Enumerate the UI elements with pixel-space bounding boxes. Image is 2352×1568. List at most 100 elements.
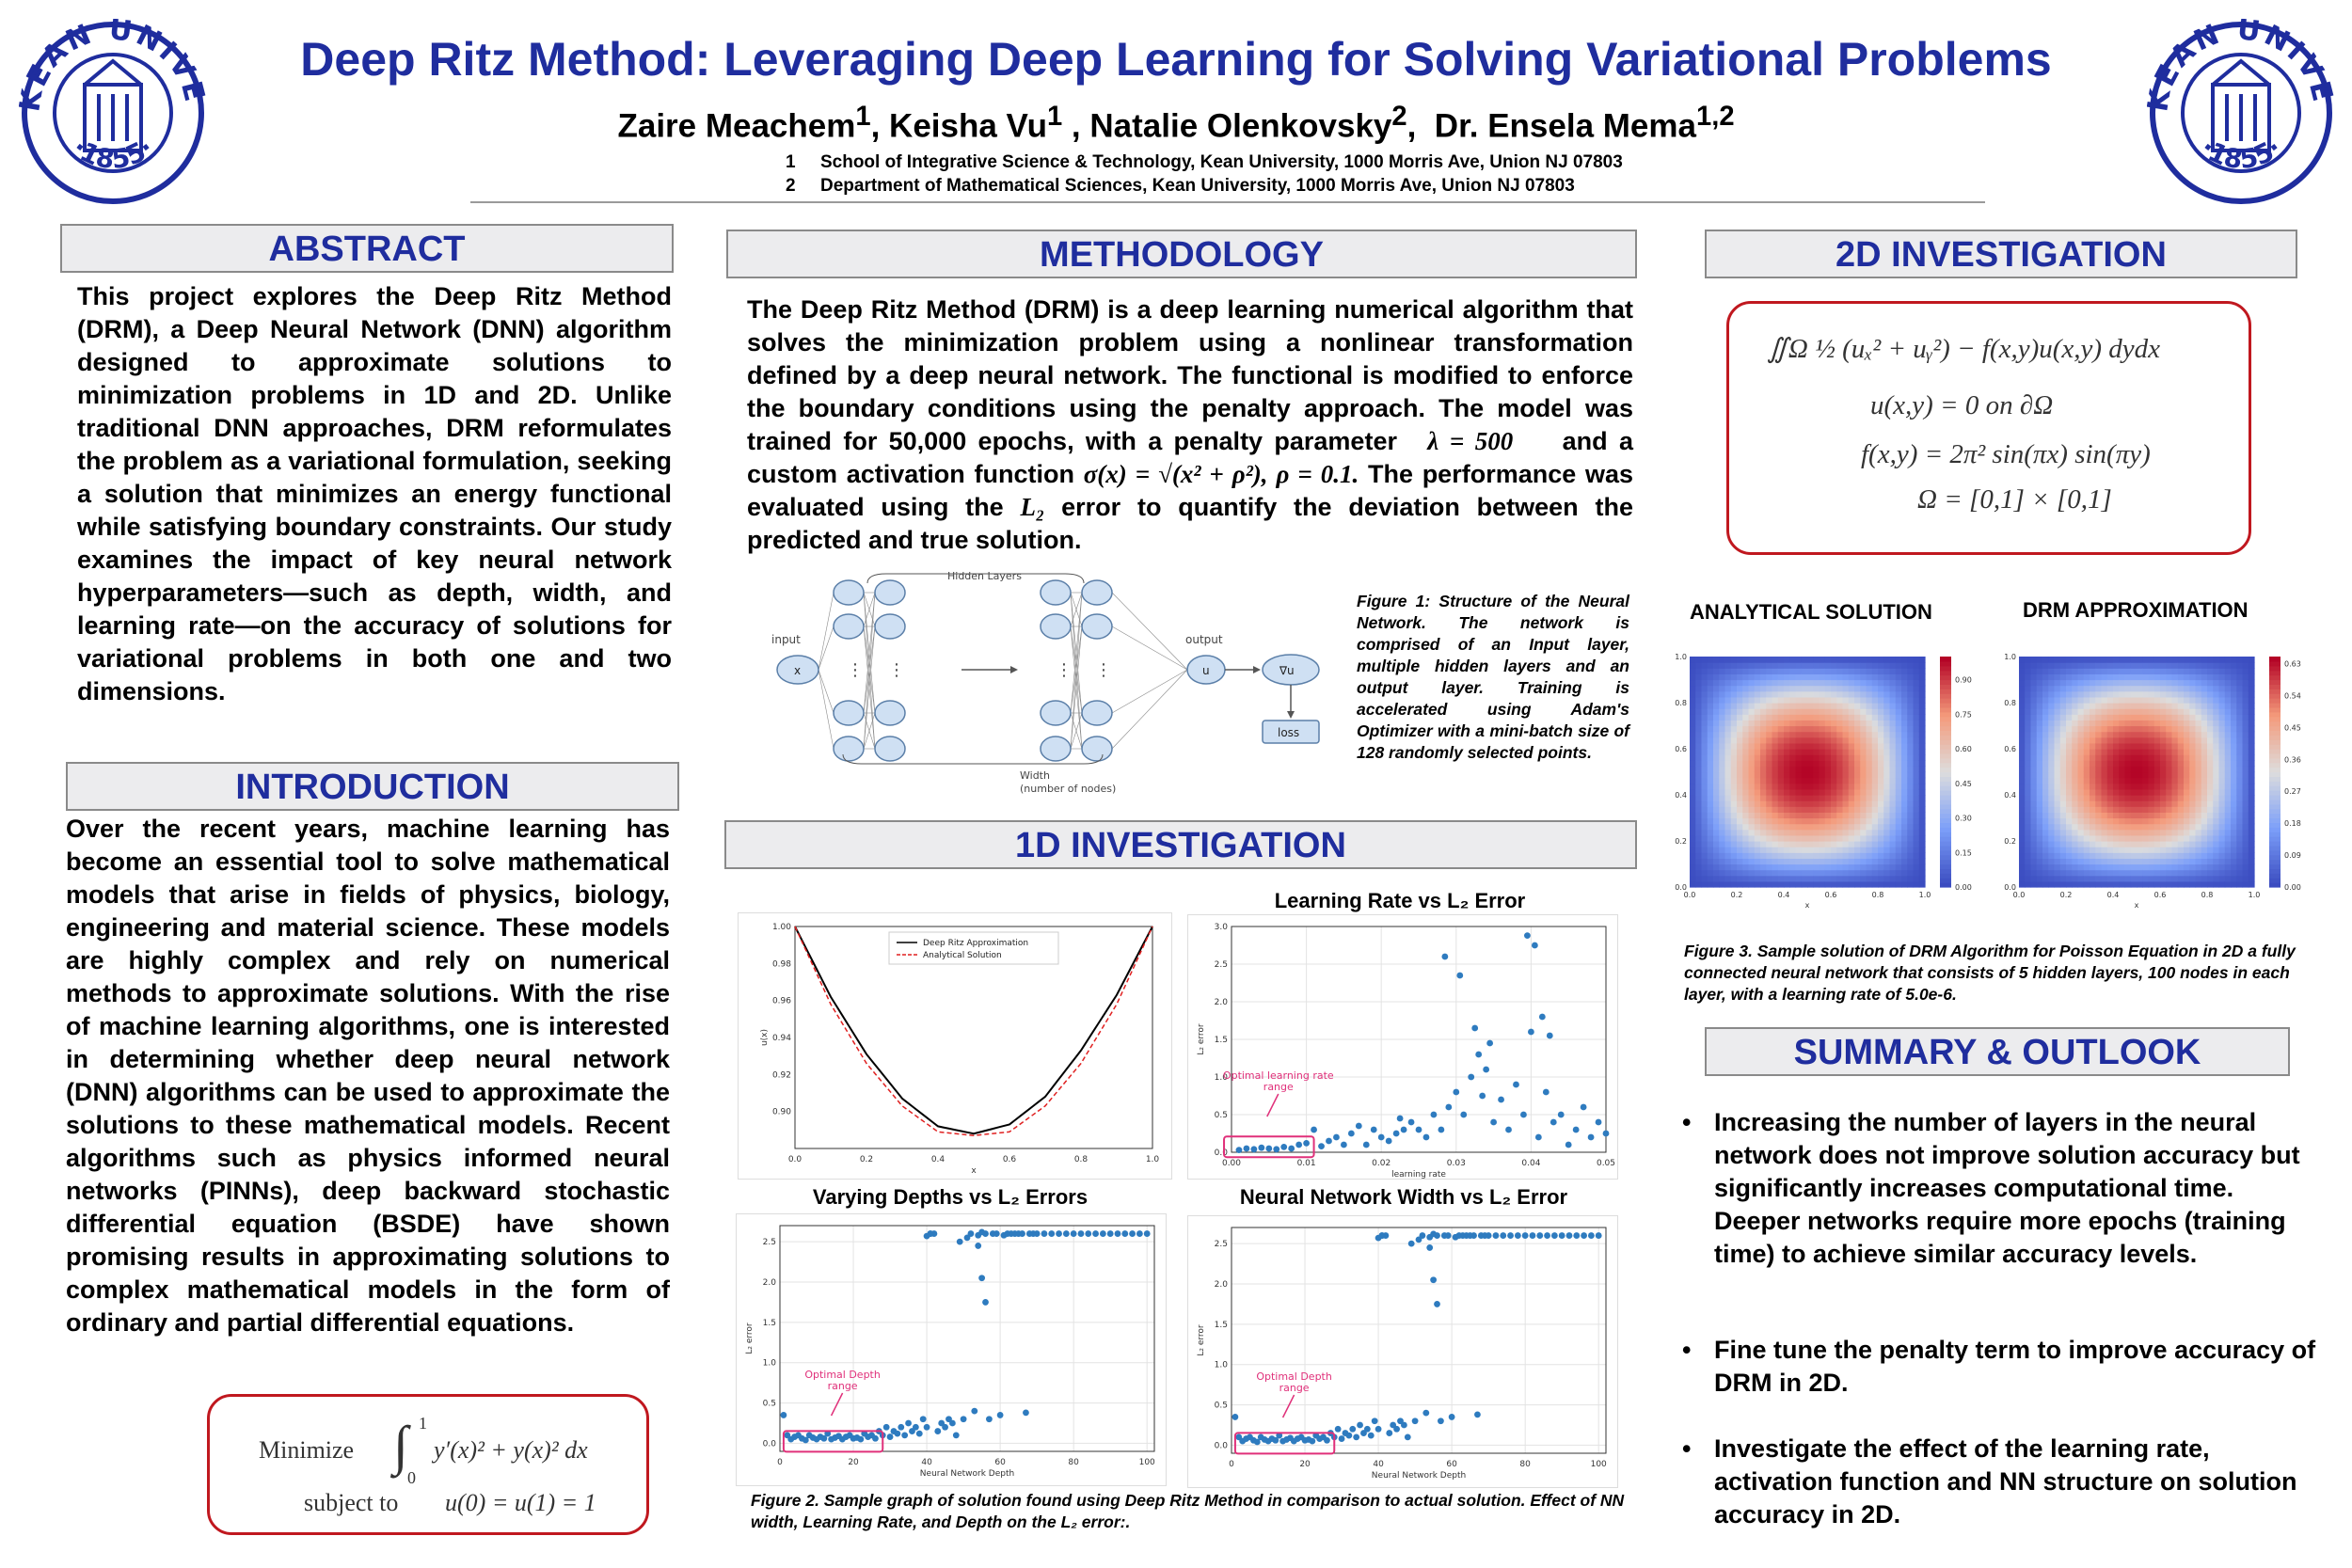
heat-cell — [2059, 880, 2067, 888]
heat-cell — [1878, 771, 1884, 779]
heat-cell — [2213, 812, 2220, 819]
heat-cell — [2072, 800, 2079, 807]
y-tick-label: 0.4 — [2004, 791, 2016, 800]
heat-cell — [2166, 777, 2173, 784]
heat-cell — [1748, 788, 1756, 796]
heat-cell — [1883, 880, 1891, 888]
heat-cell — [2224, 714, 2232, 721]
heat-cell — [1795, 817, 1803, 825]
heat-cell — [2201, 673, 2208, 681]
heat-cell — [2166, 823, 2173, 831]
heat-cell — [1730, 657, 1738, 663]
heat-cell — [1742, 795, 1750, 801]
heat-cell — [1707, 777, 1714, 784]
data-point — [1572, 1126, 1580, 1133]
heat-cell — [1760, 766, 1767, 773]
heat-cell — [2030, 760, 2038, 767]
heat-cell — [1819, 690, 1826, 698]
heat-cell — [1795, 754, 1803, 761]
heat-cell — [1784, 703, 1790, 709]
heat-cell — [1819, 806, 1826, 813]
heat-cell — [2130, 673, 2137, 681]
heat-cell — [1836, 847, 1844, 853]
x-tick-label: 40 — [921, 1458, 932, 1467]
heat-cell — [1719, 731, 1726, 738]
heat-cell — [2148, 690, 2155, 698]
heat-cell — [1848, 783, 1855, 790]
heat-cell — [2248, 754, 2255, 761]
heat-cell — [1777, 742, 1785, 750]
heat-cell — [1737, 725, 1743, 733]
heat-cell — [2248, 696, 2255, 704]
heat-cell — [1801, 783, 1808, 790]
network-edge — [1070, 592, 1083, 714]
heat-cell — [2130, 679, 2137, 687]
heat-cell — [1719, 720, 1726, 727]
heat-cell — [1807, 852, 1814, 859]
heat-cell — [1801, 841, 1808, 847]
heat-cell — [1766, 834, 1773, 842]
heat-cell — [2142, 685, 2150, 692]
heat-cell — [1766, 749, 1773, 755]
heat-cell — [1807, 823, 1814, 831]
heat-cell — [1801, 880, 1808, 888]
heat-cell — [1807, 679, 1814, 687]
heat-cell — [2218, 863, 2226, 871]
heat-cell — [1883, 841, 1891, 847]
heat-cell — [1701, 668, 1708, 674]
heat-cell — [2153, 817, 2161, 825]
heat-cell — [1701, 852, 1708, 859]
drm-heatmap: 0.0 0.2 0.4 0.6 0.8 1.00.00.20.40.60.81.0x0.0… — [2004, 653, 2301, 910]
heat-cell — [1860, 760, 1867, 767]
heat-cell — [1789, 657, 1797, 663]
heat-cell — [1695, 812, 1703, 819]
heat-cell — [1889, 863, 1897, 871]
heat-cell — [2248, 708, 2255, 715]
heat-cell — [1760, 696, 1767, 704]
heat-cell — [1836, 766, 1844, 773]
hidden-node — [833, 736, 865, 762]
heat-cell — [1737, 690, 1743, 698]
data-point — [1528, 1028, 1534, 1036]
heat-cell — [2130, 806, 2137, 813]
heat-cell — [2059, 834, 2067, 842]
heat-cell — [2166, 754, 2173, 761]
data-point — [1318, 1143, 1325, 1149]
heat-cell — [2248, 679, 2255, 687]
heat-cell — [1895, 685, 1902, 692]
heat-cell — [2042, 880, 2049, 888]
x-tick-label: 0.2 — [1731, 891, 1743, 899]
heat-cell — [2153, 714, 2161, 721]
heat-cell — [1789, 829, 1797, 836]
heat-cell — [1719, 754, 1726, 761]
heat-cell — [1713, 834, 1720, 842]
heat-cell — [2166, 817, 2173, 825]
heat-cell — [2036, 690, 2043, 698]
heat-cell — [1701, 725, 1708, 733]
heat-cell — [1871, 690, 1879, 698]
heat-cell — [1707, 685, 1714, 692]
heat-cell — [1813, 806, 1820, 813]
heat-cell — [2137, 714, 2143, 721]
heat-cell — [2242, 749, 2249, 755]
heat-cell — [1777, 852, 1785, 859]
heat-cell — [2177, 696, 2185, 704]
annotation-text: range — [828, 1380, 858, 1392]
heat-cell — [2077, 823, 2085, 831]
heat-cell — [2113, 708, 2120, 715]
heat-cell — [2019, 731, 2026, 738]
heat-cell — [1895, 742, 1902, 750]
heat-cell — [1913, 841, 1920, 847]
heat-cell — [2119, 725, 2126, 733]
heat-cell — [1860, 834, 1867, 842]
heat-cell — [2077, 766, 2085, 773]
heat-cell — [2119, 875, 2126, 882]
heat-cell — [2153, 788, 2161, 796]
heat-cell — [1889, 685, 1897, 692]
colorbar-cell — [1940, 873, 1951, 879]
heat-cell — [1719, 823, 1726, 831]
data-point — [1595, 1232, 1602, 1239]
heat-cell — [1871, 841, 1879, 847]
heat-cell — [2224, 662, 2232, 669]
heat-cell — [2025, 777, 2032, 784]
